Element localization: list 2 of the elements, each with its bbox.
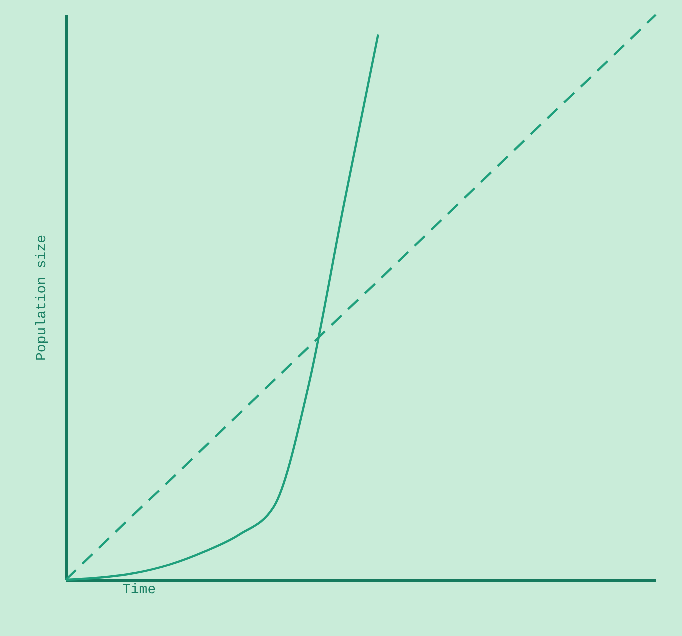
y-axis-title: Population size [34,234,50,362]
x-axis-title: Time [122,582,156,598]
